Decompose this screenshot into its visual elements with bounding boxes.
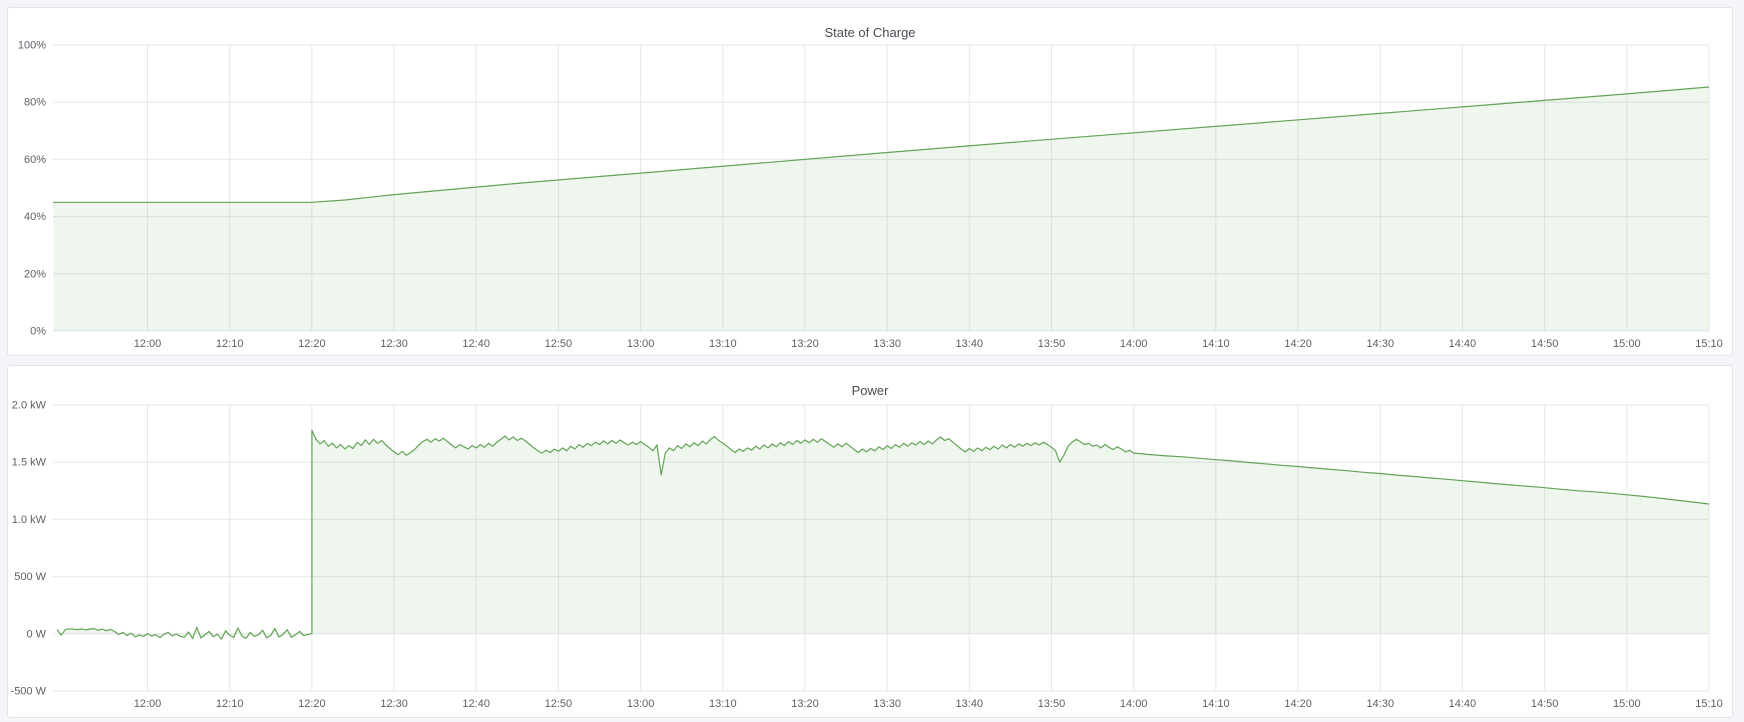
x-axis-label: 12:30 xyxy=(380,698,408,710)
x-axis-label: 14:10 xyxy=(1202,338,1230,350)
panel-title-state-of-charge[interactable]: State of Charge xyxy=(824,24,916,40)
y-axis-label: 0 W xyxy=(26,628,46,640)
x-axis-label: 13:50 xyxy=(1038,698,1066,710)
y-axis-label: 80% xyxy=(24,97,46,109)
x-axis-label: 13:20 xyxy=(791,698,819,710)
x-axis-label: 13:10 xyxy=(709,338,737,350)
x-axis-label: 14:20 xyxy=(1284,698,1312,710)
x-axis-label: 14:00 xyxy=(1120,338,1148,350)
y-axis-label: 100% xyxy=(18,40,46,52)
x-axis-label: 12:10 xyxy=(216,698,244,710)
y-axis-label: 2.0 kW xyxy=(12,400,47,412)
x-axis-label: 14:20 xyxy=(1284,338,1312,350)
y-axis-label: 60% xyxy=(24,154,46,166)
x-axis-label: 13:00 xyxy=(627,698,655,710)
x-axis-label: 13:40 xyxy=(956,698,984,710)
x-axis-label: 14:00 xyxy=(1120,698,1148,710)
x-axis-label: 14:40 xyxy=(1449,698,1477,710)
x-axis-label: 13:00 xyxy=(627,338,655,350)
x-axis-label: 14:40 xyxy=(1449,338,1477,350)
x-axis-label: 14:10 xyxy=(1202,698,1230,710)
x-axis-label: 13:40 xyxy=(956,338,984,350)
x-axis-label: 15:10 xyxy=(1695,338,1723,350)
y-axis-label: 20% xyxy=(24,268,46,280)
power-chart-canvas[interactable]: -500 W 0 W 500 W 1.0 kW 1.5 kW 2.0 kW 12:00 12:… xyxy=(8,366,1732,717)
y-axis-label: 1.0 kW xyxy=(12,514,47,526)
x-axis-label: 13:30 xyxy=(873,338,901,350)
x-axis-label: 14:30 xyxy=(1367,698,1395,710)
y-axis-label: 1.5 kW xyxy=(12,457,47,469)
panel-title-power[interactable]: Power xyxy=(851,382,889,398)
x-axis-label: 15:00 xyxy=(1613,698,1641,710)
x-axis-label: 15:00 xyxy=(1613,338,1641,350)
x-axis-label: 13:20 xyxy=(791,338,819,350)
x-axis-label: 12:50 xyxy=(545,338,573,350)
x-axis-label: 12:20 xyxy=(298,698,326,710)
chart-svg: 0% 20% 40% 60% 80% 100% 12:00 12:10 12:20 12:30 12… xyxy=(18,40,1723,351)
panel-state-of-charge: State of Charge 0% 20% 40% 60% 80% 100% 12:00 1… xyxy=(7,7,1733,356)
x-axis-label: 14:50 xyxy=(1531,698,1559,710)
x-axis-label: 13:30 xyxy=(873,698,901,710)
y-axis-label: -500 W xyxy=(11,686,47,698)
series-line xyxy=(56,429,1710,640)
x-axis-label: 12:00 xyxy=(134,338,162,350)
y-axis-label: 0% xyxy=(30,326,46,338)
panel-power: Power -500 W 0 W 500 W 1.0 kW 1.5 kW 2.0 kW 12… xyxy=(7,365,1733,718)
x-axis-label: 14:30 xyxy=(1367,338,1395,350)
x-axis-label: 13:10 xyxy=(709,698,737,710)
y-axis-label: 40% xyxy=(24,211,46,223)
x-axis-label: 14:50 xyxy=(1531,338,1559,350)
x-axis-label: 12:40 xyxy=(462,338,490,350)
x-axis-label: 12:30 xyxy=(380,338,408,350)
chart-svg: -500 W 0 W 500 W 1.0 kW 1.5 kW 2.0 kW 12:00 12:… xyxy=(11,400,1723,711)
x-axis-label: 15:10 xyxy=(1695,698,1723,710)
x-axis-label: 12:10 xyxy=(216,338,244,350)
x-axis-label: 13:50 xyxy=(1038,338,1066,350)
series-line xyxy=(53,86,1710,203)
series-area xyxy=(57,430,1710,640)
x-axis-label: 12:40 xyxy=(462,698,490,710)
x-axis-label: 12:50 xyxy=(545,698,573,710)
x-axis-label: 12:00 xyxy=(134,698,162,710)
x-axis-label: 12:20 xyxy=(298,338,326,350)
state-of-charge-chart-canvas[interactable]: 0% 20% 40% 60% 80% 100% 12:00 12:10 12:20 12:30 12… xyxy=(8,8,1732,355)
series-area xyxy=(53,87,1709,331)
y-axis-label: 500 W xyxy=(14,571,46,583)
